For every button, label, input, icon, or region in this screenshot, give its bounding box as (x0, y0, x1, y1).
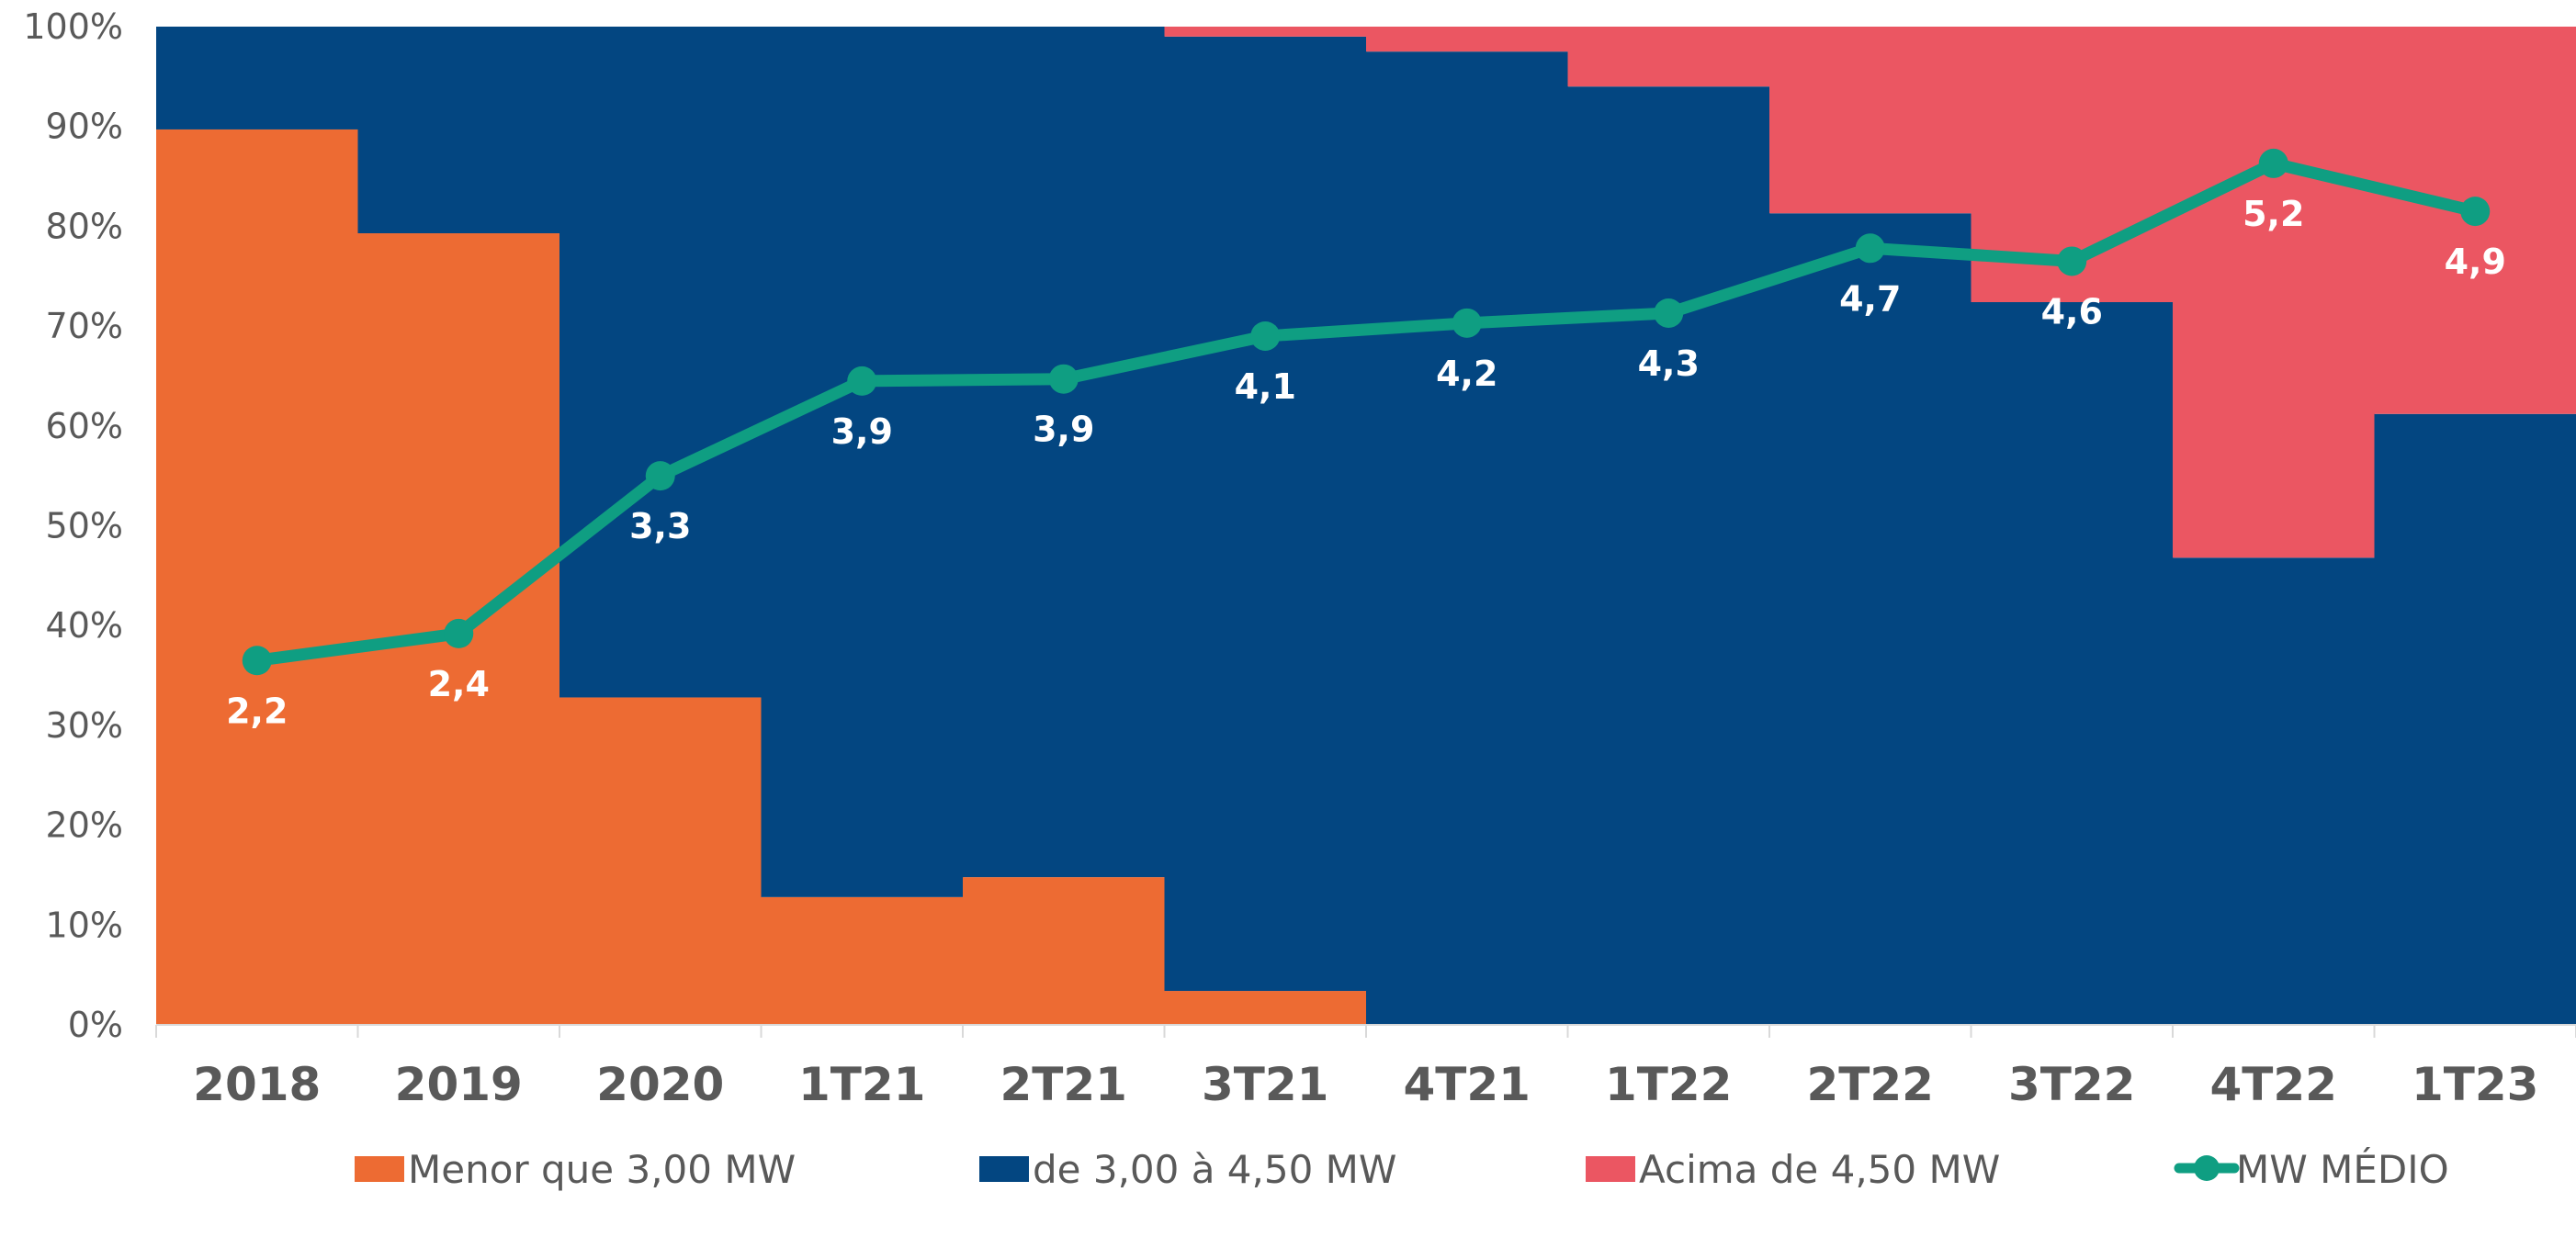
mw-medio-point-4T22 (2258, 148, 2288, 178)
bar-segment-s1-3T21 (1164, 36, 1367, 992)
mw-medio-point-4T21 (1452, 308, 1482, 338)
bar-segment-s0-3T21 (1164, 991, 1367, 1025)
mw-medio-point-2019 (444, 618, 474, 648)
bar-segment-s2-4T22 (2173, 27, 2376, 558)
legend-marker (2194, 1155, 2220, 1181)
x-tick-label-2018: 2018 (193, 1058, 321, 1111)
x-tick-label-1T22: 1T22 (1605, 1058, 1732, 1111)
bar-segment-s0-2018 (156, 129, 359, 1025)
y-tick-label: 20% (46, 805, 123, 846)
legend-label: de 3,00 à 4,50 MW (1033, 1147, 1396, 1192)
bar-segment-s2-2T22 (1769, 27, 1972, 214)
x-tick-label-2T21: 2T21 (1000, 1058, 1127, 1111)
y-tick-label: 60% (46, 406, 123, 446)
bar-segment-s1-3T22 (1971, 302, 2174, 1025)
mw-medio-data-label: 3,9 (831, 411, 893, 452)
bar-segment-s2-3T21 (1164, 27, 1367, 37)
mw-medio-point-1T22 (1654, 298, 1684, 328)
x-tick-label-3T22: 3T22 (2008, 1058, 2135, 1111)
bar-segment-s1-1T22 (1567, 86, 1770, 1026)
legend-item-3: MW MÉDIO (2174, 1146, 2449, 1192)
mw-medio-point-2T21 (1048, 364, 1079, 394)
mw-medio-point-2T22 (1855, 233, 1885, 264)
legend-swatch (979, 1156, 1029, 1182)
x-tick-label-4T22: 4T22 (2210, 1058, 2337, 1111)
mw-medio-point-3T21 (1250, 320, 1281, 351)
mw-medio-data-label: 4,2 (1436, 354, 1497, 394)
y-tick-label: 10% (46, 905, 123, 945)
y-tick-label: 30% (46, 705, 123, 746)
x-tick-label-4T21: 4T21 (1404, 1058, 1531, 1111)
mw-medio-point-3T22 (2057, 246, 2087, 276)
legend-label: Menor que 3,00 MW (408, 1147, 796, 1192)
mw-medio-point-2020 (645, 461, 675, 491)
mw-medio-data-label: 3,9 (1033, 410, 1094, 450)
mw-medio-line-layer (242, 148, 2491, 676)
legend-label: MW MÉDIO (2236, 1146, 2449, 1192)
bar-segment-s1-2T21 (963, 27, 1166, 878)
y-tick-label: 90% (46, 107, 123, 147)
mw-medio-point-1T23 (2460, 197, 2491, 227)
x-tick-label-2019: 2019 (395, 1058, 523, 1111)
mw-medio-point-2018 (242, 646, 272, 676)
axis-layer: 0% 10% 20% 30% 40% 50% 60% 70% 80% 90% 100% 2018 201… (23, 6, 2576, 1111)
data-labels-layer: 2,2 2,4 3,3 3,9 3,9 4,1 4,2 4,3 4,7 4,6 5,2 4,9 (226, 194, 2506, 731)
mw-medio-data-label: 5,2 (2243, 194, 2304, 234)
mw-medio-point-1T21 (847, 365, 877, 396)
bar-segment-s1-2T22 (1769, 213, 1972, 1025)
mw-medio-data-label: 2,2 (226, 691, 288, 731)
y-tick-label: 40% (46, 605, 123, 646)
y-tick-label: 50% (46, 506, 123, 546)
bar-segment-s1-2019 (357, 27, 560, 234)
bar-segment-s0-2T21 (963, 877, 1166, 1025)
bars-layer (156, 27, 2576, 1026)
bar-segment-s1-1T21 (761, 27, 964, 897)
bar-segment-s1-4T22 (2173, 557, 2376, 1025)
legend-swatch (1586, 1156, 1635, 1182)
bar-segment-s2-1T22 (1567, 27, 1770, 87)
bar-segment-s2-4T21 (1366, 27, 1569, 52)
x-tick-label-3T21: 3T21 (1202, 1058, 1328, 1111)
x-tick-label-2T22: 2T22 (1807, 1058, 1934, 1111)
legend-label: Acima de 4,50 MW (1639, 1147, 2000, 1192)
bar-segment-s0-2020 (559, 697, 763, 1025)
legend-swatch (355, 1156, 404, 1182)
bar-segment-s1-1T23 (2374, 413, 2576, 1025)
y-tick-label: 70% (46, 306, 123, 346)
x-tick-label-2020: 2020 (596, 1058, 724, 1111)
y-tick-label: 80% (46, 206, 123, 246)
bar-segment-s1-2020 (559, 27, 763, 698)
bar-segment-s1-4T21 (1366, 51, 1569, 1025)
legend: Menor que 3,00 MW de 3,00 à 4,50 MW Acima … (355, 1146, 2449, 1192)
x-tick-label-1T21: 1T21 (798, 1058, 925, 1111)
mw-medio-data-label: 4,9 (2445, 242, 2506, 282)
mw-medio-data-label: 4,6 (2041, 291, 2103, 332)
y-tick-label: 100% (23, 6, 123, 47)
legend-item-1: de 3,00 à 4,50 MW (979, 1147, 1396, 1192)
mw-medio-line (251, 157, 2481, 667)
x-tick-label-1T23: 1T23 (2412, 1058, 2538, 1111)
bar-segment-s1-2018 (156, 27, 359, 129)
mw-medio-data-label: 3,3 (629, 506, 691, 546)
legend-item-2: Acima de 4,50 MW (1586, 1147, 2000, 1192)
mw-medio-data-label: 4,7 (1839, 278, 1901, 319)
mw-medio-data-label: 4,1 (1235, 366, 1296, 407)
bar-segment-s0-1T21 (761, 896, 964, 1025)
legend-item-0: Menor que 3,00 MW (355, 1147, 796, 1192)
mw-medio-data-label: 2,4 (428, 664, 490, 704)
mw-medio-data-label: 4,3 (1638, 343, 1700, 384)
y-tick-label: 0% (68, 1005, 123, 1045)
